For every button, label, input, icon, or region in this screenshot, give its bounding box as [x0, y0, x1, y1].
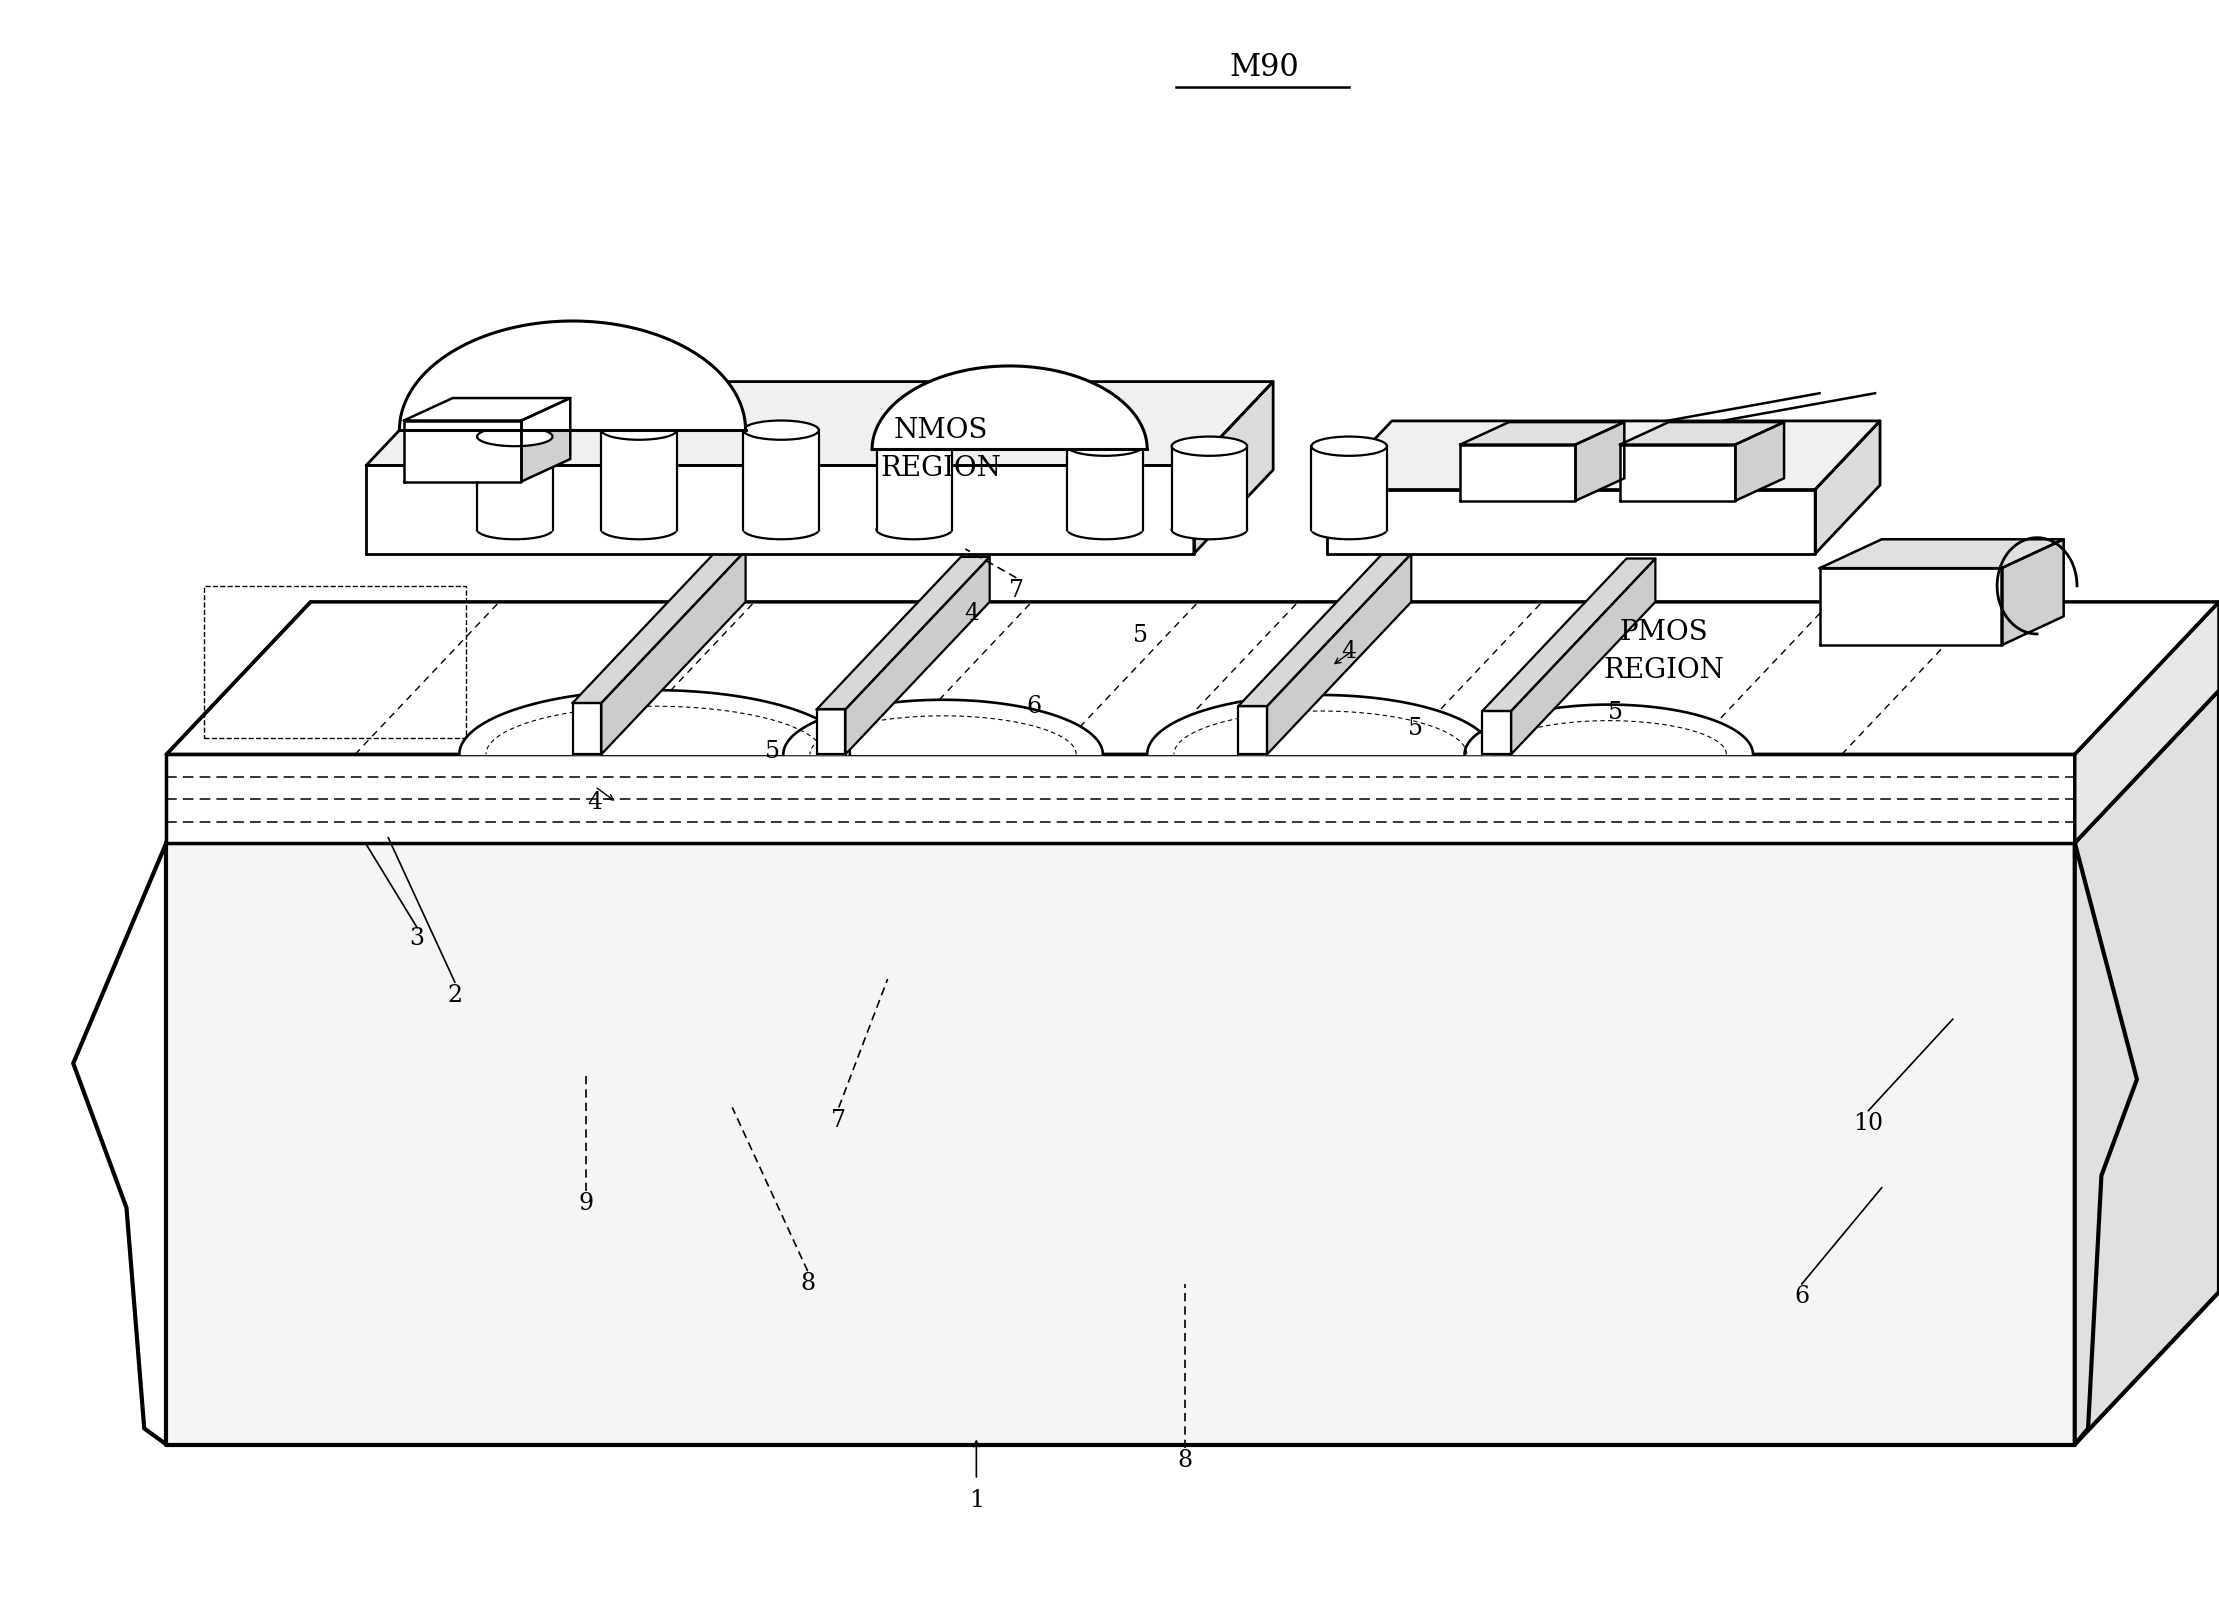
Text: 3: 3	[411, 928, 424, 950]
Polygon shape	[573, 551, 746, 703]
Polygon shape	[1511, 559, 1655, 754]
Polygon shape	[1820, 539, 2064, 568]
Polygon shape	[783, 700, 1103, 754]
Polygon shape	[404, 398, 570, 421]
Text: 1: 1	[970, 1489, 983, 1512]
Text: 4: 4	[588, 791, 601, 814]
Polygon shape	[1147, 695, 1493, 754]
Polygon shape	[845, 557, 990, 754]
Text: 4: 4	[1342, 640, 1356, 663]
Ellipse shape	[743, 421, 819, 440]
Polygon shape	[1620, 422, 1784, 445]
Polygon shape	[1735, 422, 1784, 501]
Polygon shape	[1482, 559, 1655, 711]
Text: 2: 2	[448, 984, 462, 1006]
Text: 6: 6	[1027, 695, 1041, 717]
Polygon shape	[2075, 690, 2219, 1444]
Polygon shape	[477, 437, 553, 530]
Polygon shape	[573, 703, 601, 754]
Polygon shape	[1460, 422, 1624, 445]
Text: PMOS: PMOS	[1620, 620, 1709, 645]
Text: REGION: REGION	[881, 456, 1001, 481]
Polygon shape	[1465, 705, 1753, 754]
Text: 9: 9	[579, 1193, 592, 1215]
Polygon shape	[2075, 602, 2219, 843]
Text: 5: 5	[766, 740, 779, 762]
Text: 7: 7	[1010, 579, 1023, 602]
Polygon shape	[166, 754, 2075, 843]
Polygon shape	[1815, 421, 1879, 554]
Ellipse shape	[1311, 437, 1387, 456]
Polygon shape	[601, 551, 746, 754]
Text: 4: 4	[965, 602, 979, 624]
Polygon shape	[1620, 445, 1735, 501]
Text: 5: 5	[1609, 701, 1622, 724]
Text: REGION: REGION	[1604, 658, 1724, 684]
Ellipse shape	[1067, 520, 1143, 539]
Polygon shape	[166, 602, 2219, 754]
Ellipse shape	[1067, 437, 1143, 456]
Polygon shape	[1327, 421, 1879, 490]
Polygon shape	[872, 366, 1147, 449]
Text: NMOS: NMOS	[894, 417, 987, 443]
Polygon shape	[1067, 446, 1143, 530]
Polygon shape	[1172, 446, 1247, 530]
Polygon shape	[366, 382, 1274, 465]
Text: 8: 8	[1178, 1449, 1192, 1472]
Polygon shape	[1460, 445, 1575, 501]
Ellipse shape	[601, 421, 677, 440]
Polygon shape	[1238, 554, 1411, 706]
Polygon shape	[1267, 554, 1411, 754]
Bar	[204, 586, 466, 738]
Polygon shape	[404, 421, 521, 481]
Text: 6: 6	[1795, 1286, 1808, 1308]
Ellipse shape	[1311, 520, 1387, 539]
Polygon shape	[2002, 539, 2064, 645]
Polygon shape	[817, 557, 990, 709]
Polygon shape	[1311, 446, 1387, 530]
Polygon shape	[166, 843, 2075, 1444]
Ellipse shape	[477, 427, 553, 446]
Text: M90: M90	[1229, 51, 1300, 83]
Polygon shape	[1327, 490, 1815, 554]
Polygon shape	[459, 690, 850, 754]
Text: 5: 5	[1134, 624, 1147, 647]
Polygon shape	[1194, 382, 1274, 554]
Ellipse shape	[1172, 520, 1247, 539]
Ellipse shape	[743, 520, 819, 539]
Ellipse shape	[877, 427, 952, 446]
Text: 10: 10	[1853, 1112, 1884, 1135]
Ellipse shape	[1172, 437, 1247, 456]
Polygon shape	[166, 690, 2219, 843]
Ellipse shape	[601, 520, 677, 539]
Polygon shape	[366, 465, 1194, 554]
Ellipse shape	[477, 520, 553, 539]
Polygon shape	[817, 709, 845, 754]
Polygon shape	[1820, 568, 2002, 645]
Polygon shape	[1482, 711, 1511, 754]
Polygon shape	[601, 430, 677, 530]
Polygon shape	[521, 398, 570, 482]
Polygon shape	[877, 437, 952, 530]
Polygon shape	[1238, 706, 1267, 754]
Text: 8: 8	[801, 1273, 814, 1295]
Polygon shape	[1575, 422, 1624, 501]
Ellipse shape	[877, 520, 952, 539]
Polygon shape	[399, 321, 746, 430]
Text: 5: 5	[1409, 717, 1422, 740]
Text: 7: 7	[832, 1109, 845, 1132]
Polygon shape	[743, 430, 819, 530]
